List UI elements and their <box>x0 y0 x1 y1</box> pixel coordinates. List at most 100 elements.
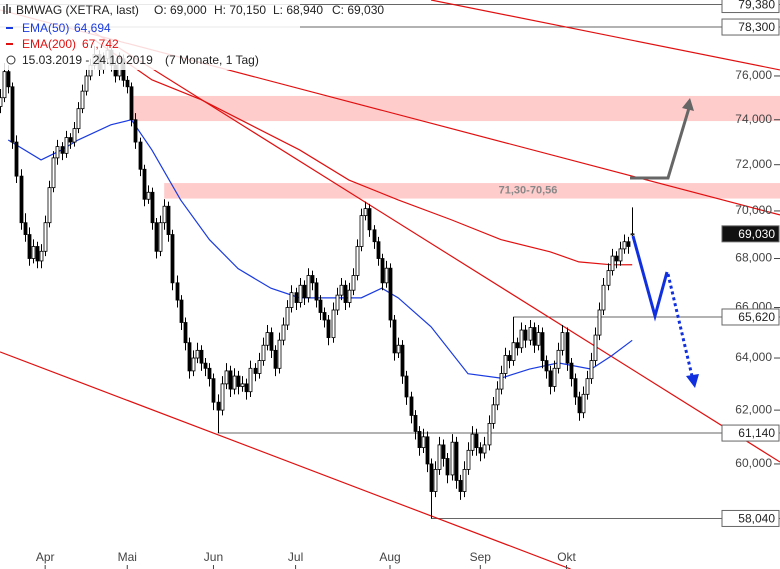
candle-body <box>622 241 627 250</box>
candle-body <box>294 292 299 303</box>
candle-body <box>289 292 294 308</box>
candle-body <box>618 248 623 262</box>
ohlc-close: C: 69,030 <box>332 3 384 17</box>
candle-body <box>384 267 389 284</box>
candle-body <box>597 309 602 336</box>
header: BMWAG (XETRA, last) O: 69,000 H: 70,150 … <box>0 0 384 70</box>
candle-body <box>372 229 377 243</box>
trend-line <box>89 29 780 463</box>
candle-body <box>421 436 426 449</box>
candle-body <box>507 355 512 361</box>
span: (7 Monate, 1 Tag) <box>165 53 259 67</box>
candle-body <box>441 444 446 459</box>
candle-body <box>60 146 65 154</box>
ohlc-low: L: 68,940 <box>273 3 323 17</box>
candle-body <box>166 205 171 235</box>
candle-body <box>413 415 418 432</box>
candle-body <box>339 284 344 296</box>
candle-body <box>532 327 537 346</box>
candle-body <box>560 332 565 351</box>
candle-body <box>614 255 619 262</box>
candle-body <box>146 191 151 200</box>
price-label-box <box>721 0 780 14</box>
candle-body <box>585 378 590 395</box>
candle-body <box>80 90 85 110</box>
candle-body <box>367 208 372 231</box>
y-tick-label: 76,000 <box>735 68 772 82</box>
legend-name: EMA(50) <box>22 21 69 35</box>
candle-body <box>281 324 286 341</box>
candle-body <box>236 375 241 387</box>
y-tick-label: 72,000 <box>735 157 772 171</box>
legend-value: 67,742 <box>82 37 119 51</box>
price-label: 58,040 <box>738 512 775 526</box>
candle-body <box>528 327 533 341</box>
candle-body <box>125 79 130 88</box>
candle-body <box>232 375 237 390</box>
gray-arrow <box>630 107 691 180</box>
candle-body <box>593 334 598 361</box>
candle-body <box>335 294 340 311</box>
candle-body <box>331 309 336 339</box>
gray-arrow-head <box>682 98 694 111</box>
symbol: BMWAG (XETRA, last) <box>16 3 139 17</box>
candle-body <box>207 367 212 380</box>
candle-body <box>458 480 463 492</box>
candle-body <box>64 137 69 154</box>
candle-body <box>228 370 233 390</box>
x-tick-label: Sep <box>470 550 492 564</box>
candle-body <box>47 187 52 224</box>
x-tick-label: Aug <box>379 550 400 564</box>
candle-body <box>388 267 393 321</box>
candle-body <box>474 433 479 449</box>
price-label-box <box>721 18 780 36</box>
candle-body <box>306 275 311 298</box>
candle-body <box>577 396 582 414</box>
zone-label: 71,30-70,56 <box>499 185 558 197</box>
blue-arrow <box>631 235 669 322</box>
candle-body <box>150 191 155 224</box>
candle-body <box>298 284 303 303</box>
candle-body <box>515 342 520 349</box>
candle-body <box>310 275 315 284</box>
candle-body <box>396 344 401 354</box>
legend-value: 64,694 <box>74 21 111 35</box>
candle-body <box>491 404 496 424</box>
candle-body <box>552 367 557 387</box>
candle-body <box>84 75 89 92</box>
x-tick-label: Okt <box>557 550 576 564</box>
candle-body <box>19 175 24 224</box>
candle-body <box>76 108 81 130</box>
candle-body <box>68 137 73 143</box>
zone <box>164 183 780 199</box>
candle-body <box>191 357 196 372</box>
candle-body <box>203 362 208 369</box>
candle-body <box>199 349 204 364</box>
candle-body <box>322 312 327 321</box>
candle-body <box>10 86 15 143</box>
candle-body <box>355 246 360 276</box>
candle-body <box>450 441 455 476</box>
y-tick-label: 74,000 <box>735 112 772 126</box>
candle-body <box>72 128 77 143</box>
y-tick-label: 70,000 <box>735 203 772 217</box>
candle-body <box>503 355 508 374</box>
candle-body <box>519 329 524 349</box>
candle-body <box>314 282 319 301</box>
candle-body <box>142 168 147 200</box>
candle-body <box>487 423 492 446</box>
candle-body <box>55 146 60 159</box>
candle-body <box>326 319 331 339</box>
candle-body <box>179 299 184 323</box>
trend-line <box>430 0 780 71</box>
price-label: 61,140 <box>738 426 775 440</box>
candle-body <box>14 141 19 177</box>
candle-body <box>523 329 528 341</box>
axis: 60,00062,00064,00066,00068,00070,00072,0… <box>36 0 780 569</box>
price-label: 78,300 <box>738 20 775 34</box>
candle-body <box>265 332 270 346</box>
candle-body <box>466 449 471 470</box>
price-label: 65,620 <box>738 310 775 324</box>
candle-body <box>462 469 467 492</box>
candle-body <box>626 241 631 247</box>
